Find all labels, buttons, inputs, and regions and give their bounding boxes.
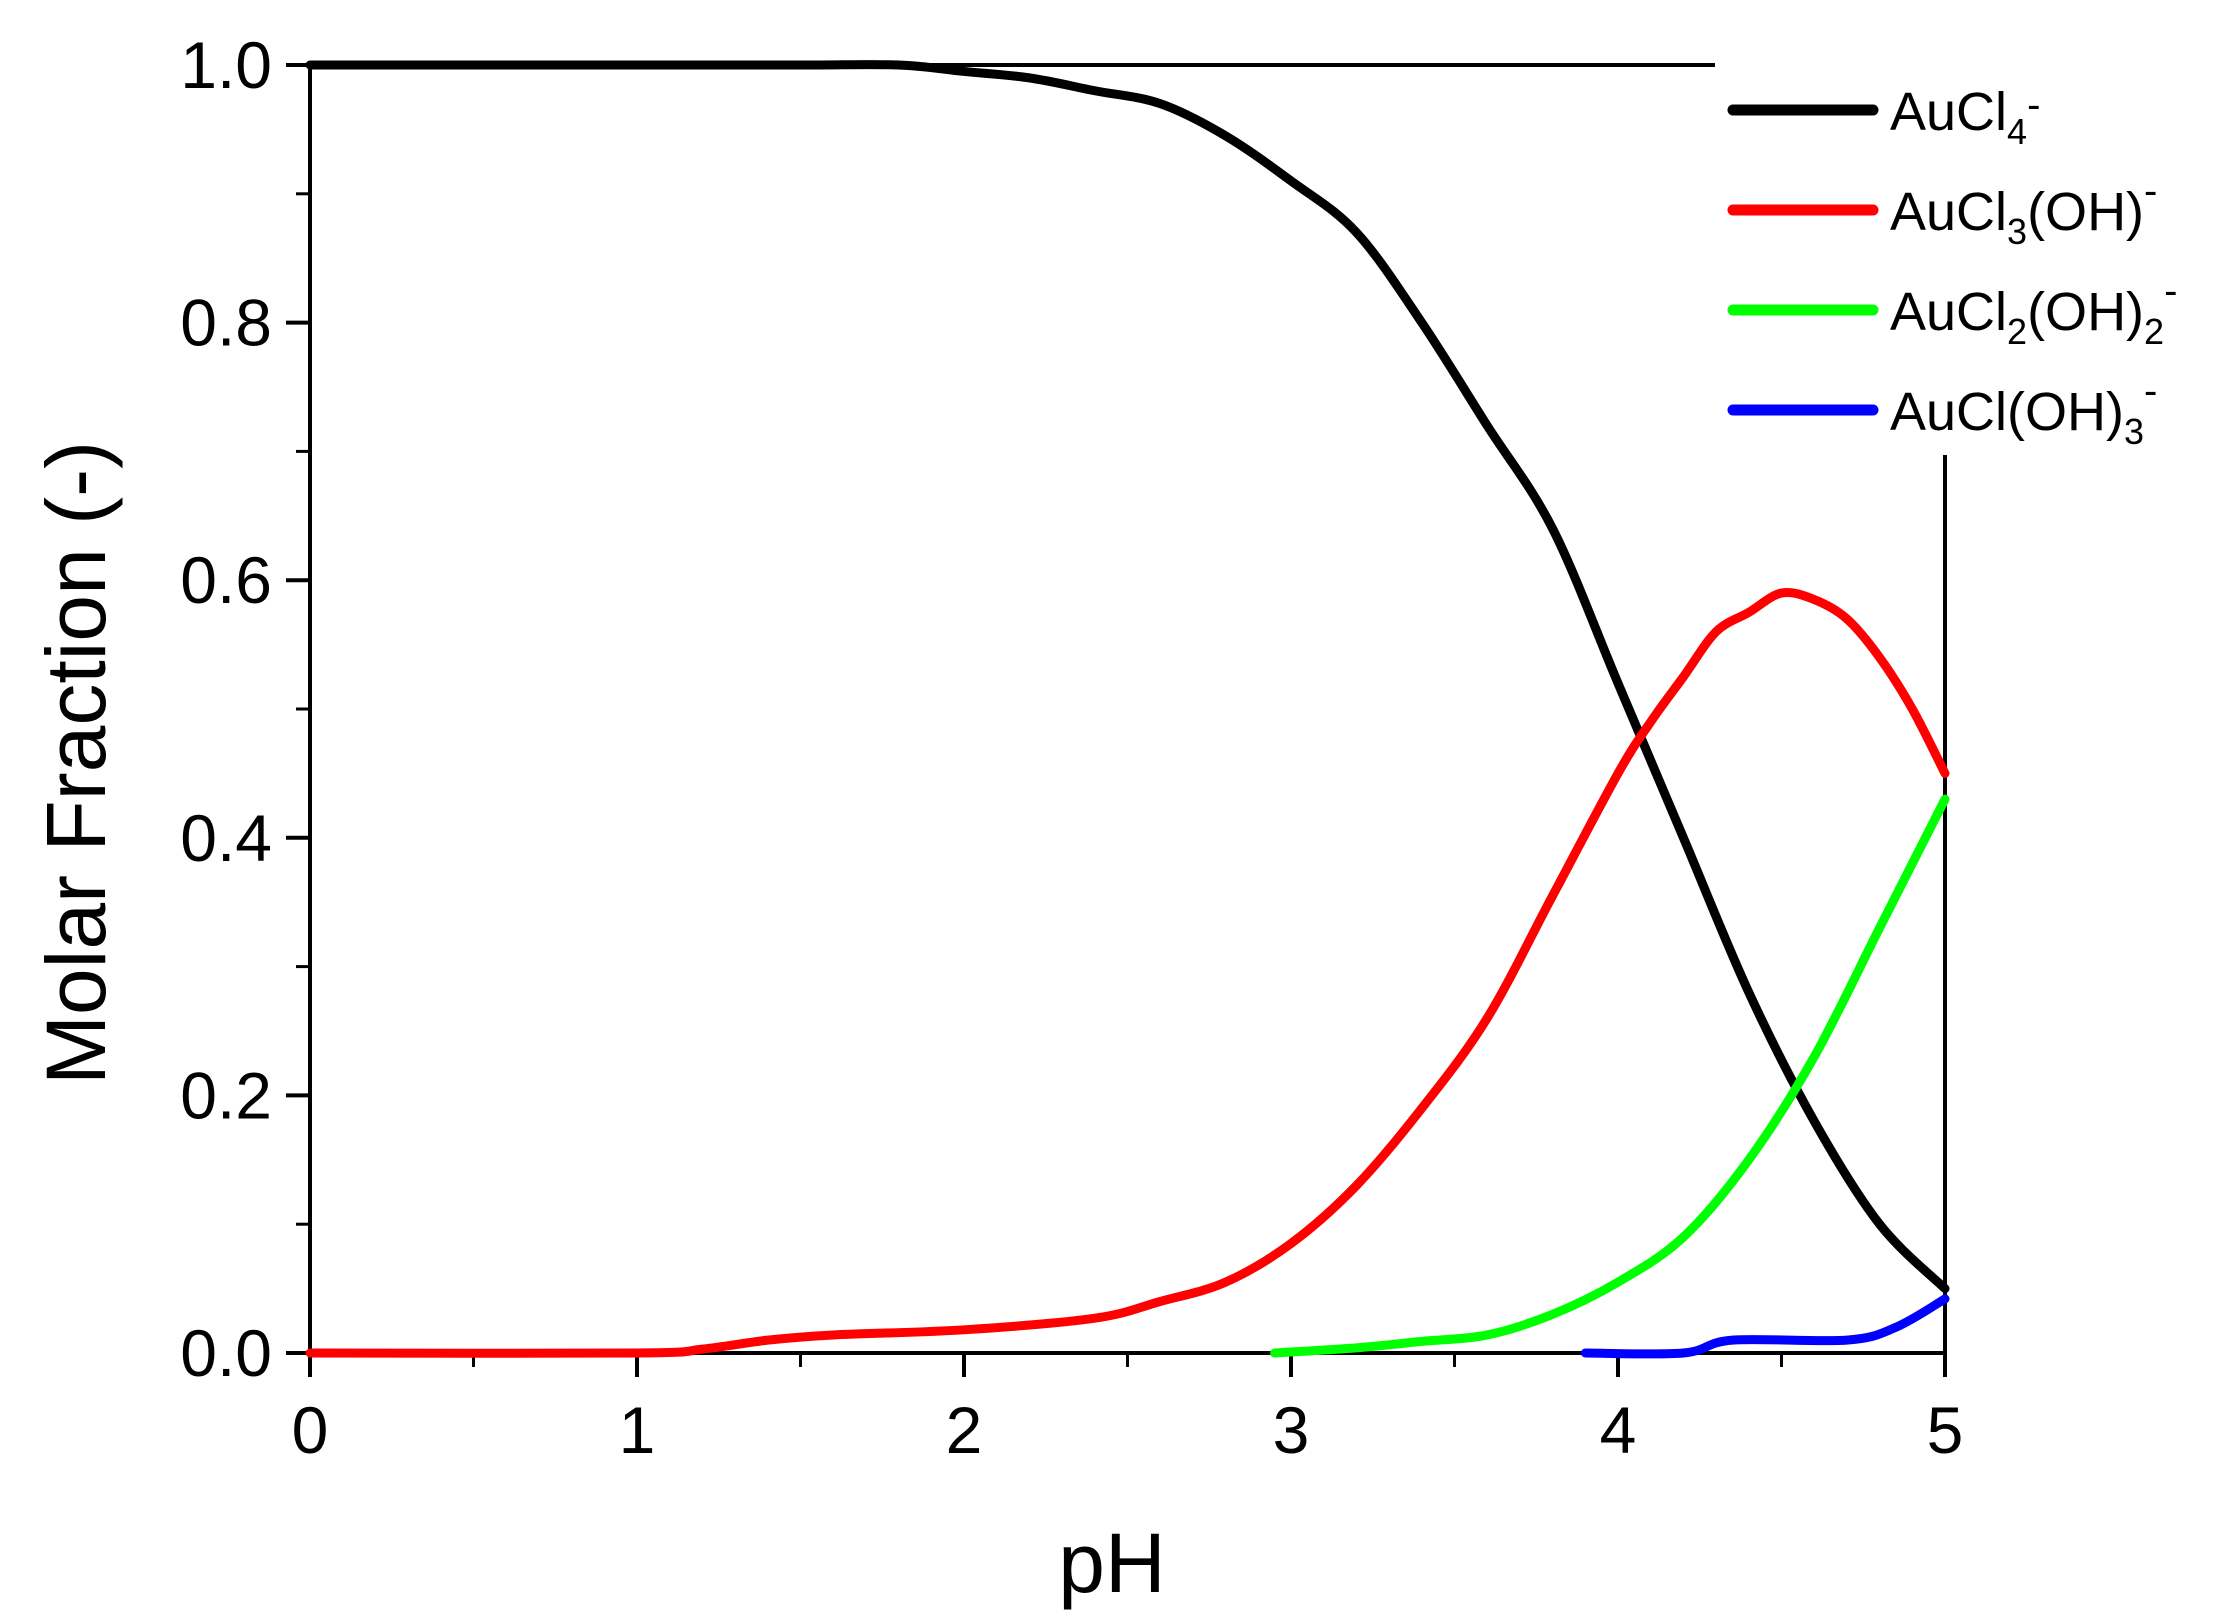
legend-label-4: AuCl(OH)3- [1890, 369, 2157, 452]
y-tick-label: 1.0 [180, 28, 272, 102]
y-tick-label: 0.2 [180, 1058, 272, 1132]
legend-label-3: AuCl2(OH)2- [1890, 269, 2177, 352]
series-line-1 [305, 60, 1950, 1294]
legend-label-2: AuCl3(OH)- [1890, 169, 2157, 252]
x-tick-label: 5 [1927, 1393, 1964, 1467]
y-tick-label: 0.6 [180, 543, 272, 617]
axes: 0 1 2 3 4 5 0.0 0.2 0.4 0.6 0.8 1.0 [180, 28, 1963, 1467]
legend-label-1: AuCl4- [1890, 82, 2040, 152]
series-line-4 [1580, 1294, 1950, 1359]
y-tick-label: 0.8 [180, 286, 272, 360]
legend: AuCl4- AuCl3(OH)- AuCl2(OH)2- AuCl(OH)3- [1715, 45, 2215, 455]
x-tick-label: 3 [1273, 1393, 1310, 1467]
x-tick-label: 0 [292, 1393, 329, 1467]
x-tick-label: 4 [1600, 1393, 1637, 1467]
y-tick-label: 0.4 [180, 801, 272, 875]
series-lines [305, 60, 1950, 1359]
y-tick-label: 0.0 [180, 1316, 272, 1390]
x-tick-label: 1 [619, 1393, 656, 1467]
x-tick-label: 2 [946, 1393, 983, 1467]
series-line-3 [1270, 794, 1950, 1358]
x-axis-title: pH [1058, 1516, 1165, 1610]
y-axis-title: Molar Fraction (-) [29, 441, 123, 1085]
series-line-2 [305, 588, 1950, 1358]
